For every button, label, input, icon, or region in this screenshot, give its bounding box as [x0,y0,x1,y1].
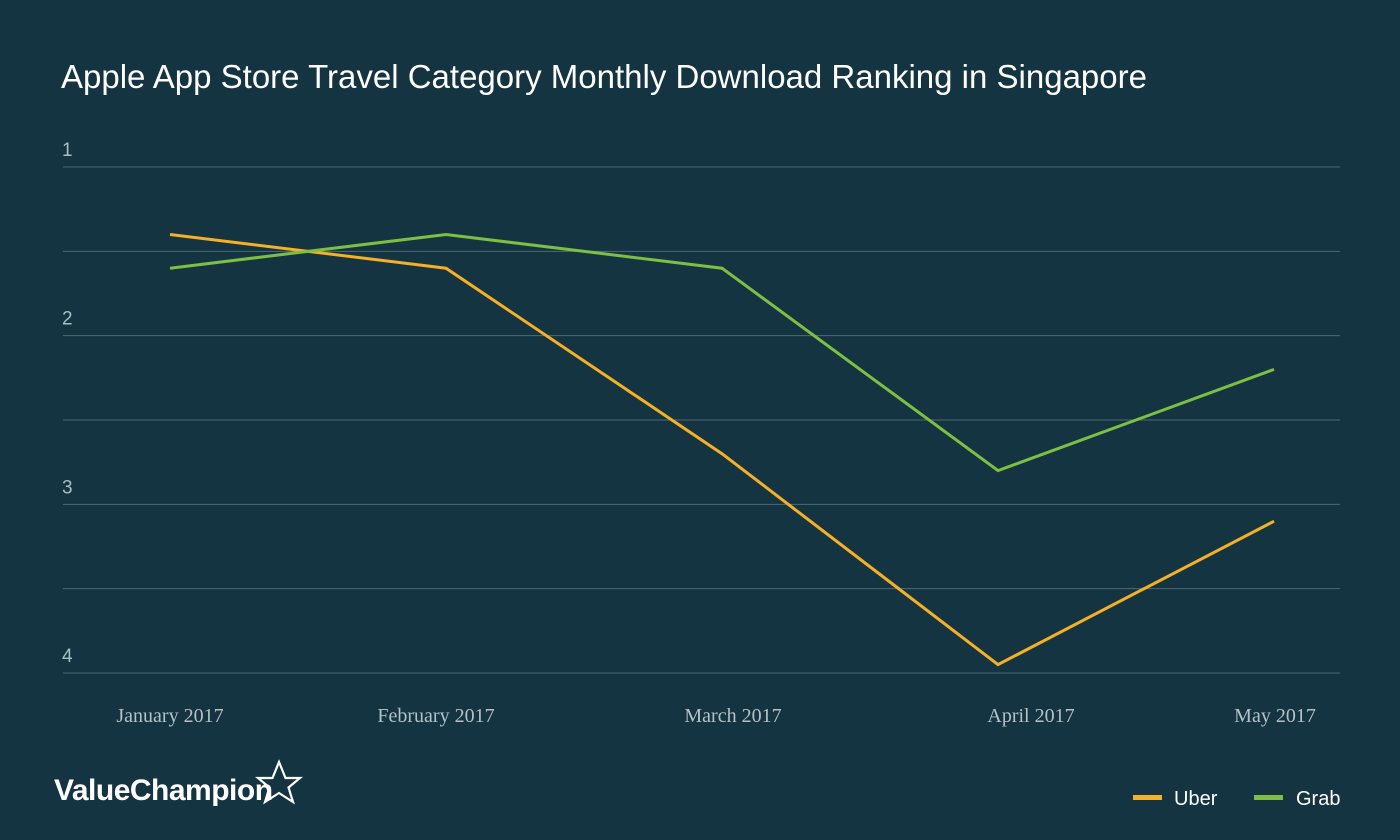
series-line-uber [169,233,1275,667]
legend-label-grab: Grab [1296,788,1340,810]
star-outline-icon [254,759,304,805]
series-lines [169,232,1275,667]
x-tick-label: May 2017 [1234,705,1316,727]
legend-label-uber: Uber [1174,788,1218,810]
y-tick-label: 2 [62,309,73,330]
x-tick-label: January 2017 [116,705,223,727]
x-tick-label: February 2017 [377,705,494,727]
brand-logo-text: ValueChampion [54,774,273,807]
legend-swatch-grab [1254,795,1283,800]
y-tick-label: 3 [62,477,73,498]
legend-swatch-uber [1133,795,1162,800]
y-axis-ticks: 1 2 3 4 [62,140,73,667]
series-line-grab [169,232,1275,473]
chart-title: Apple App Store Travel Category Monthly … [61,58,1147,95]
x-axis-ticks: January 2017 February 2017 March 2017 April… [116,705,1315,727]
gridlines [63,166,1340,674]
legend: Uber Grab [1133,788,1340,810]
y-tick-label: 4 [62,646,73,667]
x-tick-label: March 2017 [684,705,781,727]
y-tick-label: 1 [62,140,73,161]
brand-logo: ValueChampion [54,759,304,807]
x-tick-label: April 2017 [987,705,1074,727]
